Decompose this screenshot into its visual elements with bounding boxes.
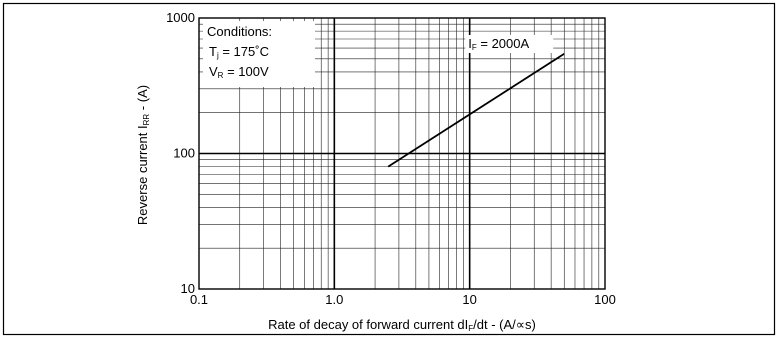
condition-symbol: V <box>209 64 218 79</box>
series-lines <box>387 52 565 168</box>
y-tick-label: 10 <box>181 281 195 296</box>
series-label-symbol: I <box>468 36 472 51</box>
x-tick-label: 100 <box>594 292 616 307</box>
x-label-units: /dt - (A/∝s) <box>473 317 536 332</box>
y-label-units: - (A) <box>135 85 150 114</box>
conditions-title: Conditions: <box>207 24 272 39</box>
x-label-subscript: F <box>468 324 473 333</box>
series-label: IF = 2000A <box>468 36 529 52</box>
x-tick-label: 0.1 <box>190 292 208 307</box>
y-tick-label: 100 <box>173 146 195 161</box>
condition-value: = 175˚C <box>219 44 269 59</box>
condition-value: = 100V <box>223 64 269 79</box>
y-label-main: Reverse current I <box>135 125 150 225</box>
condition-subscript: R <box>218 71 224 80</box>
x-axis-label: Rate of decay of forward current dIF/dt … <box>268 317 536 333</box>
series-label-subscript: F <box>472 43 477 52</box>
x-tick-label: 1.0 <box>325 292 343 307</box>
major-grid-lines <box>199 18 605 289</box>
series-label-bg <box>465 35 554 53</box>
condition-subscript: j <box>216 51 219 60</box>
conditions-box <box>203 21 315 87</box>
y-label-subscript: RR <box>142 114 151 126</box>
condition-symbol: T <box>209 44 217 59</box>
x-tick-label: 10 <box>462 292 476 307</box>
y-tick-labels: 10 100 1000 <box>166 10 195 296</box>
series-line <box>387 52 565 168</box>
y-axis-label: Reverse current IRR - (A) <box>135 85 151 225</box>
x-label-main: Rate of decay of forward current dI <box>268 317 468 332</box>
x-tick-labels: 0.1 1.0 10 100 <box>190 292 616 307</box>
conditions-line: Tj = 175˚C <box>209 44 269 60</box>
conditions-line: VR = 100V <box>209 64 269 80</box>
y-tick-label: 1000 <box>166 10 195 25</box>
series-label-value: = 2000A <box>477 36 530 51</box>
outer-border <box>2 2 776 336</box>
